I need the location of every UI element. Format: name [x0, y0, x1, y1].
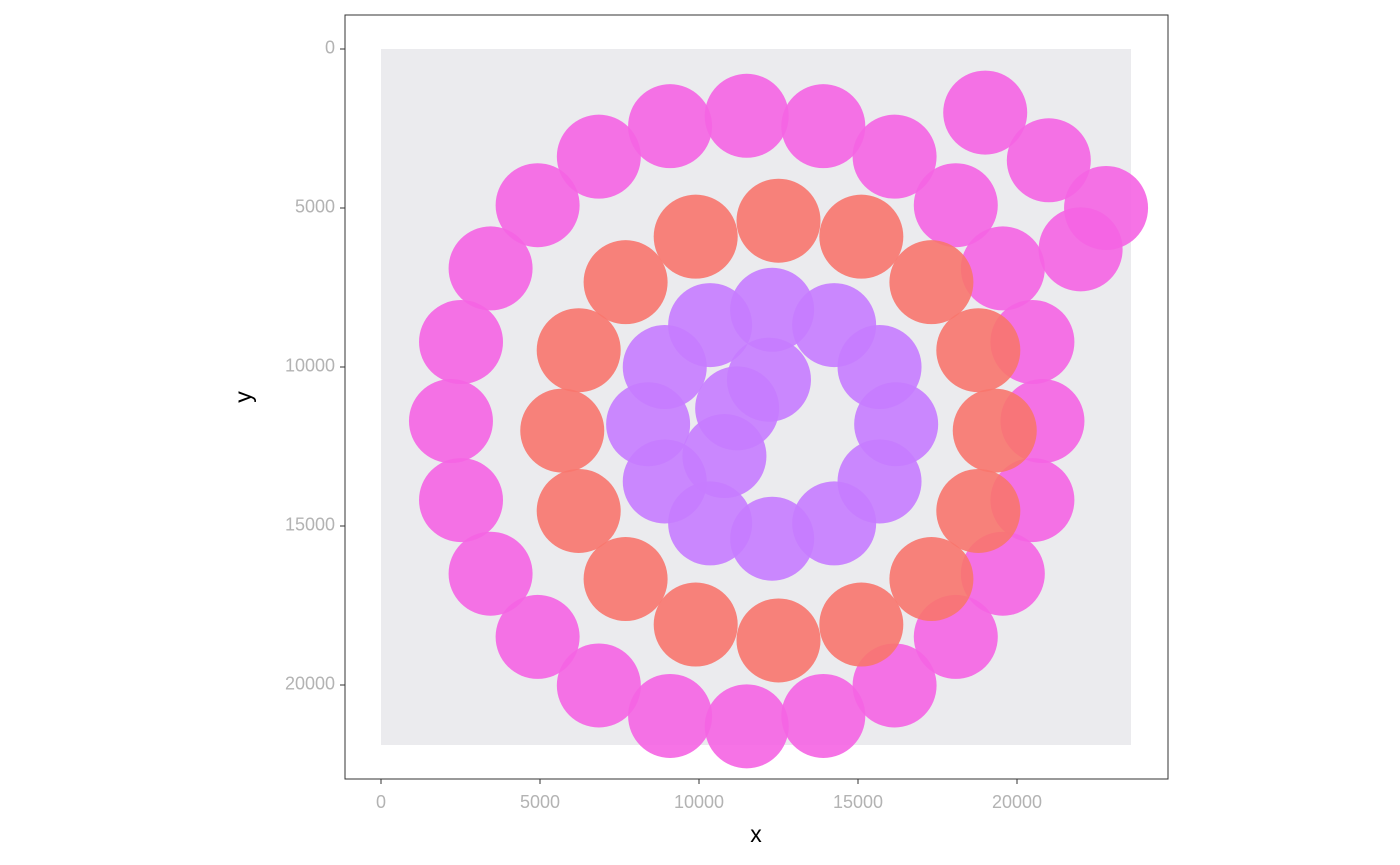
point: [448, 226, 533, 311]
point: [495, 163, 580, 248]
point: [736, 178, 821, 263]
point: [556, 114, 641, 199]
point: [726, 337, 811, 422]
point: [889, 240, 974, 325]
point: [952, 388, 1037, 473]
point: [781, 673, 866, 758]
point: [936, 468, 1021, 553]
point: [1038, 207, 1123, 292]
point: [837, 324, 922, 409]
point: [536, 468, 621, 553]
x-tick-label: 15000: [833, 792, 883, 812]
x-tick-label: 20000: [992, 792, 1042, 812]
point: [736, 598, 821, 683]
point: [704, 684, 789, 769]
point: [628, 84, 713, 169]
point: [704, 73, 789, 158]
point: [536, 308, 621, 393]
point: [653, 582, 738, 667]
x-tick-label: 5000: [520, 792, 560, 812]
y-axis-title: y: [230, 391, 256, 403]
point: [819, 582, 904, 667]
y-tick-label: 5000: [295, 197, 335, 217]
point: [419, 300, 504, 385]
point: [628, 673, 713, 758]
point: [520, 388, 605, 473]
point: [852, 114, 937, 199]
y-tick-label: 10000: [285, 356, 335, 376]
point: [448, 531, 533, 616]
y-tick-label: 20000: [285, 674, 335, 694]
point: [583, 240, 668, 325]
point: [889, 537, 974, 622]
panel-border: [344, 14, 1169, 780]
point: [653, 194, 738, 279]
point: [556, 643, 641, 728]
point: [943, 70, 1028, 155]
x-axis-title: x: [750, 821, 762, 847]
point: [936, 308, 1021, 393]
point: [1006, 118, 1091, 203]
point: [419, 458, 504, 543]
point: [583, 537, 668, 622]
x-tick-label: 0: [376, 792, 386, 812]
point: [495, 594, 580, 679]
point: [960, 226, 1045, 311]
point: [781, 84, 866, 169]
point: [819, 194, 904, 279]
points: [408, 70, 1149, 769]
point: [408, 379, 493, 464]
y-tick-label: 0: [325, 38, 335, 58]
x-tick-label: 10000: [674, 792, 724, 812]
y-tick-label: 15000: [285, 515, 335, 535]
point: [913, 163, 998, 248]
